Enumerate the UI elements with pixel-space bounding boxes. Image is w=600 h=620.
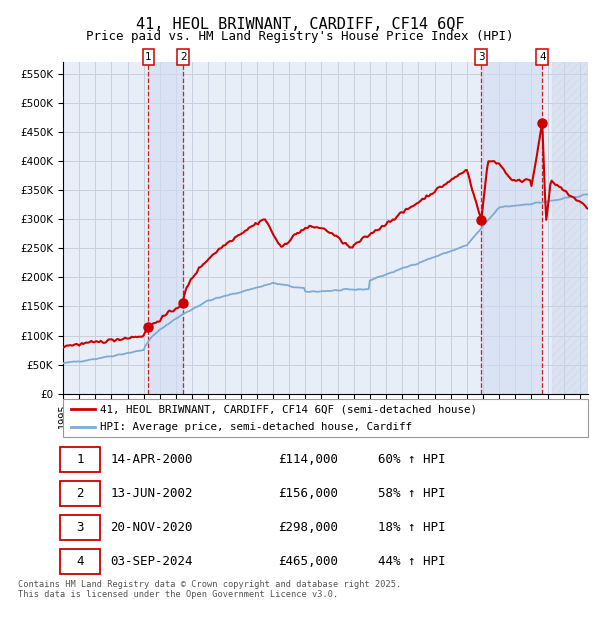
Text: 14-APR-2000: 14-APR-2000 xyxy=(110,453,193,466)
Text: 3: 3 xyxy=(76,521,83,534)
Text: £298,000: £298,000 xyxy=(278,521,338,534)
Bar xyxy=(148,62,184,394)
Text: £114,000: £114,000 xyxy=(278,453,338,466)
Bar xyxy=(481,62,542,394)
Text: 60% ↑ HPI: 60% ↑ HPI xyxy=(378,453,445,466)
Text: 4: 4 xyxy=(539,52,545,62)
FancyBboxPatch shape xyxy=(61,515,100,540)
Text: 18% ↑ HPI: 18% ↑ HPI xyxy=(378,521,445,534)
Bar xyxy=(553,62,588,394)
Text: 2: 2 xyxy=(76,487,83,500)
Text: 58% ↑ HPI: 58% ↑ HPI xyxy=(378,487,445,500)
Text: 03-SEP-2024: 03-SEP-2024 xyxy=(110,555,193,568)
Text: 1: 1 xyxy=(145,52,152,62)
FancyBboxPatch shape xyxy=(61,447,100,472)
Text: 41, HEOL BRIWNANT, CARDIFF, CF14 6QF (semi-detached house): 41, HEOL BRIWNANT, CARDIFF, CF14 6QF (se… xyxy=(100,404,477,414)
Text: 1: 1 xyxy=(76,453,83,466)
Text: HPI: Average price, semi-detached house, Cardiff: HPI: Average price, semi-detached house,… xyxy=(100,422,412,433)
Text: 2: 2 xyxy=(180,52,187,62)
Text: 44% ↑ HPI: 44% ↑ HPI xyxy=(378,555,445,568)
Text: £465,000: £465,000 xyxy=(278,555,338,568)
Text: 20-NOV-2020: 20-NOV-2020 xyxy=(110,521,193,534)
Text: Price paid vs. HM Land Registry's House Price Index (HPI): Price paid vs. HM Land Registry's House … xyxy=(86,30,514,43)
Text: 3: 3 xyxy=(478,52,485,62)
Text: 4: 4 xyxy=(76,555,83,568)
Text: 41, HEOL BRIWNANT, CARDIFF, CF14 6QF: 41, HEOL BRIWNANT, CARDIFF, CF14 6QF xyxy=(136,17,464,32)
FancyBboxPatch shape xyxy=(61,481,100,506)
FancyBboxPatch shape xyxy=(61,549,100,574)
Text: £156,000: £156,000 xyxy=(278,487,338,500)
Text: 13-JUN-2002: 13-JUN-2002 xyxy=(110,487,193,500)
Text: Contains HM Land Registry data © Crown copyright and database right 2025.
This d: Contains HM Land Registry data © Crown c… xyxy=(18,580,401,599)
